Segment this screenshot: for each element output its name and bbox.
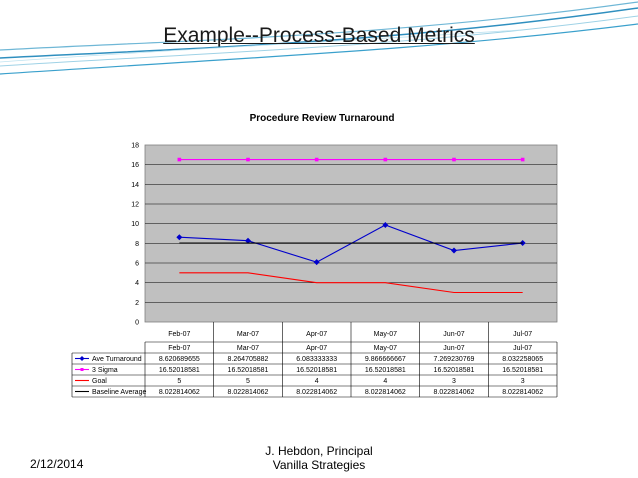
series-name: Baseline Average [92, 389, 146, 396]
series-layer [176, 157, 526, 294]
table-value-cell: 16.52018581 [296, 367, 337, 374]
data-point [451, 247, 457, 254]
table-value-cell: 8.022814062 [159, 389, 200, 396]
table-value-cell: 8.620689655 [159, 356, 200, 363]
x-tick-label: Feb-07 [168, 331, 190, 338]
plot-area [144, 144, 558, 323]
slide-title: Example--Process-Based Metrics [163, 24, 475, 47]
x-axis: Feb-07 Mar-07 Apr-07 May-07 Jun-07 Jul-07 [168, 331, 532, 338]
table-value-cell: 8.264705882 [228, 356, 269, 363]
x-tick-label: Apr-07 [306, 331, 327, 338]
footer-author-name: J. Hebdon, Principal [265, 444, 373, 458]
footer-author-company: Vanilla Strategies [272, 458, 366, 472]
table-value-cell: 16.52018581 [502, 367, 543, 374]
series-name: Ave Turnaround [92, 356, 142, 363]
table-value-cell: 8.032258065 [502, 356, 543, 363]
x-tick-label: Jul-07 [513, 331, 532, 338]
data-point [246, 157, 250, 162]
table-header-cell: Jun-07 [443, 345, 465, 352]
y-tick-label: 2 [135, 300, 139, 307]
table-value-cell: 4 [315, 378, 319, 385]
table-header-cell: May-07 [374, 345, 397, 352]
y-axis: 0 2 4 6 8 10 12 14 16 18 [131, 143, 139, 327]
table-value-cell: 8.022814062 [228, 389, 269, 396]
table-header-cell: Apr-07 [306, 345, 327, 352]
y-tick-label: 16 [131, 162, 139, 169]
y-tick-label: 4 [135, 280, 139, 287]
series-line [179, 272, 523, 294]
y-tick-label: 10 [131, 221, 139, 228]
footer-author: J. Hebdon, Principal Vanilla Strategies [0, 444, 638, 472]
series-name: 3 Sigma [92, 367, 118, 374]
table-value-cell: 7.269230769 [434, 356, 475, 363]
table-value-cell: 16.52018581 [365, 367, 406, 374]
data-point [177, 157, 182, 162]
legend-key-marker [80, 368, 84, 371]
table-header-cell: Jul-07 [513, 345, 532, 352]
title-swoosh-decoration [0, 1, 638, 75]
table-value-cell: 8.022814062 [502, 389, 543, 396]
x-tick-label: May-07 [374, 331, 397, 338]
data-point [383, 157, 388, 162]
data-point [520, 157, 525, 162]
table-value-cell: 8.022814062 [296, 389, 337, 396]
table-value-cell: 4 [383, 378, 387, 385]
table-header-cell: Feb-07 [168, 345, 190, 352]
data-point [176, 234, 183, 241]
legend-key-marker [79, 356, 85, 361]
data-point [313, 259, 320, 266]
data-point [382, 221, 389, 228]
table-value-cell: 5 [246, 378, 250, 385]
table-value-cell: 3 [521, 378, 525, 385]
series-name: Goal [92, 378, 107, 385]
table-value-cell: 16.52018581 [228, 367, 269, 374]
y-tick-label: 0 [135, 320, 139, 327]
table-value-cell: 8.022814062 [434, 389, 475, 396]
x-tick-label: Mar-07 [237, 331, 259, 338]
y-tick-label: 14 [131, 182, 139, 189]
y-tick-label: 18 [131, 143, 139, 150]
table-value-cell: 6.083333333 [296, 356, 337, 363]
chart-title: Procedure Review Turnaround [250, 113, 395, 124]
y-tick-label: 6 [135, 261, 139, 268]
x-tick-label: Jun-07 [443, 331, 465, 338]
data-table: Feb-07 Mar-07 Apr-07 May-07 Jun-07 Jul-07 Ave … [71, 341, 558, 398]
data-point [245, 237, 251, 244]
y-tick-label: 8 [135, 241, 139, 248]
y-tick-label: 12 [131, 202, 139, 209]
table-value-cell: 8.022814062 [365, 389, 406, 396]
table-value-cell: 16.52018581 [159, 367, 200, 374]
table-value-cell: 5 [177, 378, 181, 385]
table-value-cell: 9.866666667 [365, 356, 406, 363]
footer-date: 2/12/2014 [30, 457, 84, 471]
data-point [452, 157, 456, 162]
table-value-cell: 16.52018581 [434, 367, 475, 374]
table-header-cell: Mar-07 [237, 345, 259, 352]
table-value-cell: 3 [452, 378, 456, 385]
data-point [314, 157, 319, 162]
